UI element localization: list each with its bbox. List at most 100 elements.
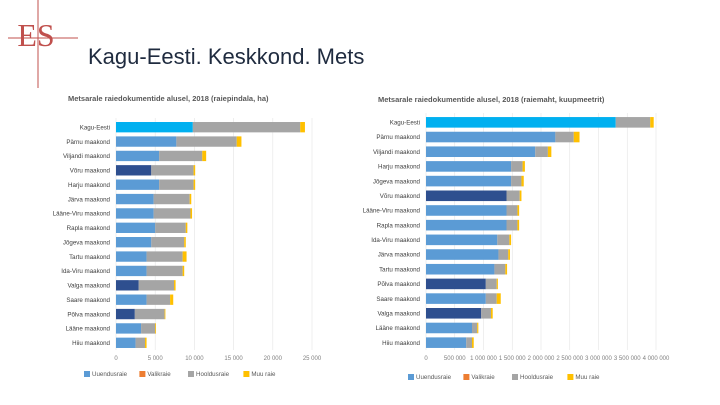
legend-label: Uuendusraie [416,374,452,381]
bar-muu-raie-rapla-maakond [517,219,520,231]
bar-uuendusraie-laane-maakond [116,323,142,334]
page-title: Kagu-Eesti. Keskkond. Mets [88,44,365,69]
bar-hooldusraie-laane-viru-maakond [153,208,191,219]
legend-label: Valikraie [147,371,171,378]
category-label: Tartu maakond [69,254,110,261]
x-tick-label: 1 000 000 [470,356,497,362]
bar-muu-raie-ida-viru-maakond [509,234,512,246]
bar-muu-raie-polva-maakond [496,278,498,290]
x-tick-label: 1 500 000 [499,356,526,362]
bar-hooldusraie-hiiu-maakond [135,337,146,348]
bar-muu-raie-hiiu-maakond [472,337,474,348]
es-logo: ES [8,0,78,88]
bar-hooldusraie-polva-maakond [134,308,165,320]
legend-swatch-muu-raie [567,374,574,380]
legend-swatch-hooldusraie [512,374,518,380]
bar-hooldusraie-parnu-maakond [555,131,574,143]
category-label: Harju maakond [378,164,421,171]
bar-hooldusraie-viljandi-maakond [535,146,548,158]
legend-swatch-uuendusraie [84,371,90,377]
category-label: Valga maakond [377,310,420,317]
bar-uuendusraie-jogeva-maakond [426,175,512,187]
bar-hooldusraie-jarva-maakond [498,249,509,260]
bar-hooldusraie-parnu-maakond [176,136,237,147]
category-label: Harju maakond [68,182,111,189]
bar-muu-raie-ida-viru-maakond [182,265,185,277]
category-label: Rapla maakond [377,222,421,229]
category-label: Viljandi maakond [373,149,421,156]
bar-hooldusraie-laane-viru-maakond [506,205,518,216]
legend-swatch-hooldusraie [188,371,194,377]
category-label: Rapla maakond [67,225,111,232]
bar-uuendusraie-saare-maakond [426,293,486,304]
bar-uuendusraie-voru-maakond [116,165,152,176]
legend-label: Valikraie [471,374,495,381]
bar-hooldusraie-valga-maakond [481,307,491,319]
bar-muu-raie-jogeva-maakond [521,175,524,187]
bar-muu-raie-tartu-maakond [182,251,187,262]
bar-hooldusraie-harju-maakond [159,179,194,190]
bar-uuendusraie-harju-maakond [116,179,160,190]
bar-hooldusraie-laane-maakond [141,323,156,334]
bar-uuendusraie-kagu-eesti [116,122,193,133]
bar-muu-raie-tartu-maakond [505,263,508,275]
x-tick-label: 0 [424,356,428,362]
bar-uuendusraie-saare-maakond [116,294,147,305]
category-label: Põlva maakond [377,281,420,288]
bar-muu-raie-laane-maakond [155,323,156,334]
x-tick-label: 500 000 [444,356,466,362]
bar-uuendusraie-laane-viru-maakond [116,208,154,219]
category-label: Järva maakond [68,196,111,203]
category-label: Viljandi maakond [63,153,111,160]
bar-uuendusraie-ida-viru-maakond [116,265,147,277]
legend-label: Uuendusraie [92,371,128,378]
category-label: Saare maakond [66,297,110,304]
bar-muu-raie-hiiu-maakond [145,337,147,348]
bar-hooldusraie-jogeva-maakond [151,237,185,248]
bar-uuendusraie-viljandi-maakond [116,150,160,162]
category-label: Lääne-Viru maakond [53,211,111,218]
legend-swatch-valikraie [139,371,146,377]
category-label: Tartu maakond [379,266,420,273]
bar-hooldusraie-saare-maakond [485,293,497,304]
x-tick-label: 10 000 [185,356,204,362]
bar-uuendusraie-tartu-maakond [426,263,495,275]
bar-uuendusraie-valga-maakond [426,307,482,319]
category-label: Järva maakond [378,252,421,259]
chart-title: Metsarale raiedokumentide alusel, 2018 (… [378,95,605,104]
bar-muu-raie-voru-maakond [519,190,522,202]
bar-muu-raie-laane-viru-maakond [517,205,520,216]
bar-hooldusraie-laane-maakond [472,322,478,334]
bar-muu-raie-viljandi-maakond [202,150,207,162]
bar-uuendusraie-laane-viru-maakond [426,205,507,216]
legend-label: Hooldusraie [196,371,230,378]
x-tick-label: 2 000 000 [528,356,555,362]
bar-muu-raie-saare-maakond [496,293,501,304]
bar-uuendusraie-tartu-maakond [116,251,147,262]
x-tick-label: 25 000 [303,356,322,362]
bar-hooldusraie-tartu-maakond [146,251,183,262]
bar-hooldusraie-ida-viru-maakond [146,265,183,277]
bar-muu-raie-laane-maakond [477,322,479,334]
bar-uuendusraie-jarva-maakond [116,193,154,205]
bar-hooldusraie-rapla-maakond [155,222,186,233]
bar-uuendusraie-hiiu-maakond [116,337,136,348]
bar-hooldusraie-voru-maakond [506,190,520,202]
category-label: Võru maakond [70,168,111,175]
bar-hooldusraie-kagu-eesti [615,117,651,128]
bar-hooldusraie-ida-viru-maakond [497,234,510,246]
legend-label: Muu raie [575,374,600,381]
chart-title: Metsarale raiedokumentide alusel, 2018 (… [68,94,269,103]
bar-hooldusraie-jogeva-maakond [511,175,522,187]
category-label: Hiiu maakond [382,340,420,347]
category-label: Jõgeva maakond [63,239,111,246]
category-label: Võru maakond [380,193,421,200]
category-label: Valga maakond [67,283,110,290]
bar-muu-raie-saare-maakond [170,294,174,305]
bar-hooldusraie-voru-maakond [151,165,194,176]
bar-hooldusraie-viljandi-maakond [159,150,203,162]
category-label: Lääne maakond [66,326,111,333]
bar-muu-raie-rapla-maakond [185,222,188,233]
bar-hooldusraie-rapla-maakond [506,219,518,231]
